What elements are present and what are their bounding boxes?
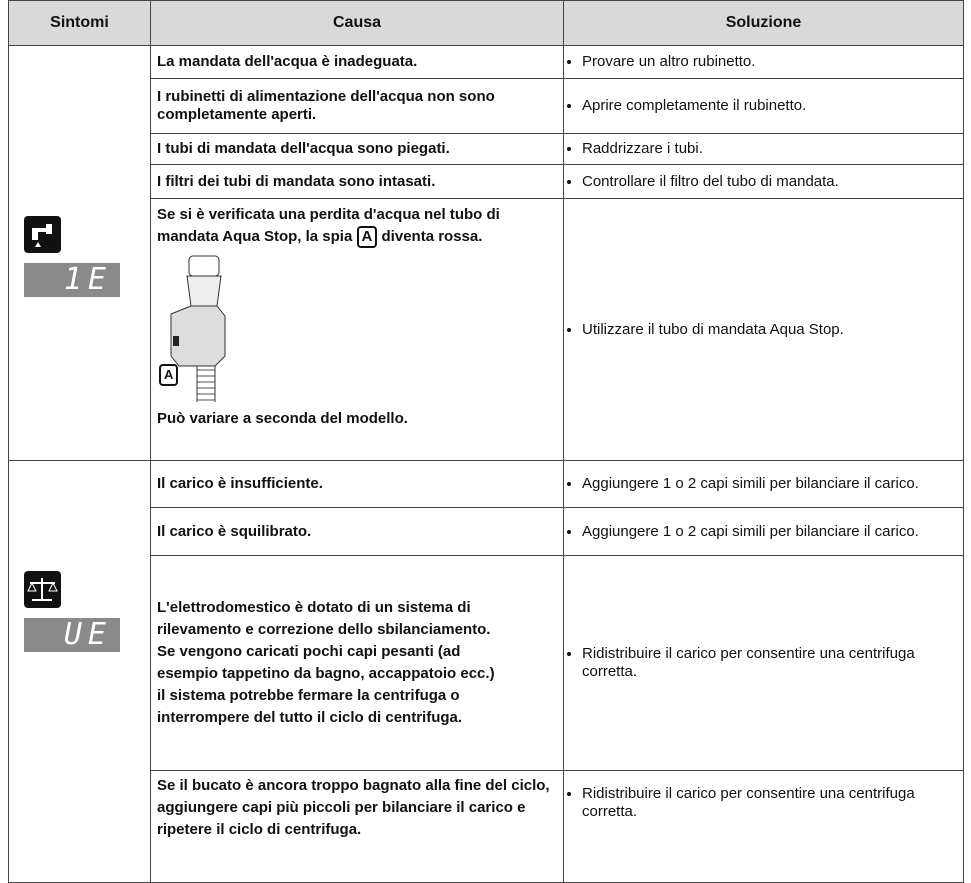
solution: Ridistribuire il carico per consentire u… xyxy=(582,785,957,821)
note: Può variare a seconda del modello. xyxy=(157,410,408,427)
figure-label: A xyxy=(159,364,179,386)
cause-cell: Se si è verificata una perdita d'acqua n… xyxy=(150,198,564,461)
tap-icon xyxy=(24,216,61,253)
solution-cell: Provare un altro rubinetto. xyxy=(563,45,964,79)
solution-cell: Ridistribuire il carico per consentire u… xyxy=(563,770,964,883)
solution-cell: Utilizzare il tubo di mandata Aqua Stop. xyxy=(563,198,964,461)
solution-cell: Aggiungere 1 o 2 capi simili per bilanci… xyxy=(563,507,964,556)
solution-cell: Aggiungere 1 o 2 capi simili per bilanci… xyxy=(563,460,964,508)
cause: diventa rossa. xyxy=(381,228,483,245)
cause: Il carico è insufficiente. xyxy=(150,460,564,508)
solution-cell: Aprire completamente il rubinetto. xyxy=(563,78,964,134)
cause: La mandata dell'acqua è inadeguata. xyxy=(150,45,564,79)
cause: I tubi di mandata dell'acqua sono piegat… xyxy=(150,133,564,165)
cause: Se si è verificata una perdita d'acqua n… xyxy=(157,206,500,245)
cause: Il carico è squilibrato. xyxy=(150,507,564,556)
troubleshooting-table: Sintomi Causa Soluzione 1E La mandata de… xyxy=(8,0,964,883)
solution: Controllare il filtro del tubo di mandat… xyxy=(582,173,957,191)
error-display: 1E xyxy=(24,263,120,297)
header: Causa xyxy=(150,0,564,46)
cause: L'elettrodomestico è dotato di un sistem… xyxy=(150,555,564,771)
figure: A xyxy=(157,254,257,404)
solution: Aggiungere 1 o 2 capi simili per bilanci… xyxy=(582,523,957,541)
solution: Aggiungere 1 o 2 capi simili per bilanci… xyxy=(582,475,957,493)
solution-cell: Ridistribuire il carico per consentire u… xyxy=(563,555,964,771)
solution-cell: Raddrizzare i tubi. xyxy=(563,133,964,165)
solution: Raddrizzare i tubi. xyxy=(582,140,957,158)
balance-icon xyxy=(24,571,61,608)
solution: Utilizzare il tubo di mandata Aqua Stop. xyxy=(582,321,957,339)
solution: Ridistribuire il carico per consentire u… xyxy=(582,645,957,681)
cause: I filtri dei tubi di mandata sono intasa… xyxy=(150,164,564,199)
aqua-stop-illustration xyxy=(170,255,226,402)
marker: A xyxy=(356,226,378,248)
symptom-cell: UE xyxy=(8,460,151,883)
cause: Se il bucato è ancora troppo bagnato all… xyxy=(150,770,564,883)
error-display: UE xyxy=(24,618,120,652)
symptom-cell: 1E xyxy=(8,45,151,461)
header: Sintomi xyxy=(8,0,151,46)
cause: I rubinetti di alimentazione dell'acqua … xyxy=(150,78,564,134)
solution: Provare un altro rubinetto. xyxy=(582,53,957,71)
header-row: Sintomi Causa Soluzione xyxy=(8,0,964,46)
solution-cell: Controllare il filtro del tubo di mandat… xyxy=(563,164,964,199)
solution: Aprire completamente il rubinetto. xyxy=(582,97,957,115)
header: Soluzione xyxy=(563,0,964,46)
